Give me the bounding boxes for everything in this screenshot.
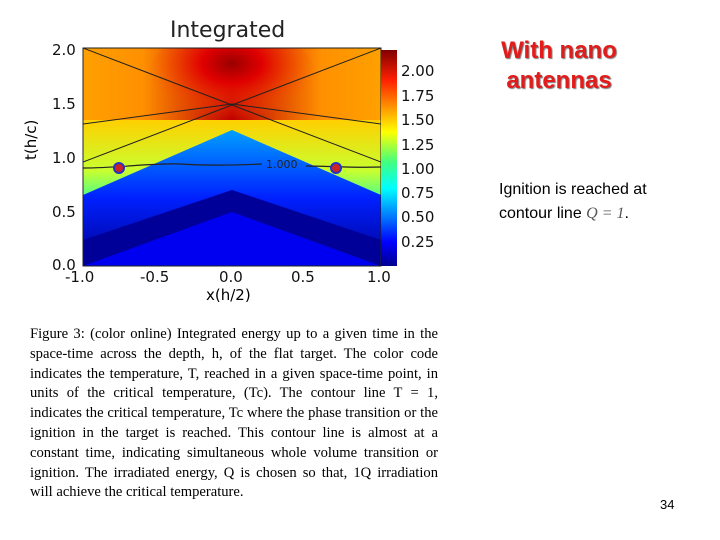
heatmap-figure: 1.000 bbox=[82, 47, 397, 267]
heading-line-2: antennas bbox=[506, 67, 612, 94]
colorbar-tick: 1.00 bbox=[401, 160, 435, 178]
colorbar-tick: 0.25 bbox=[401, 233, 435, 251]
colorbar-tick: 2.00 bbox=[401, 62, 435, 80]
x-axis-label: x(h/2) bbox=[206, 286, 251, 304]
y-tick: 0.5 bbox=[52, 203, 76, 221]
caption-text: (color online) Integrated energy up to a… bbox=[30, 326, 438, 501]
y-axis-label: t(h/c) bbox=[22, 119, 40, 160]
colorbar bbox=[381, 50, 397, 266]
marker-right bbox=[330, 162, 342, 174]
y-tick: 0.0 bbox=[52, 256, 76, 274]
note-suffix: . bbox=[624, 205, 629, 222]
heatmap bbox=[83, 48, 381, 266]
colorbar-tick: 1.75 bbox=[401, 87, 435, 105]
figure-caption: Figure 3: (color online) Integrated ener… bbox=[30, 325, 438, 503]
colorbar-tick: 0.50 bbox=[401, 208, 435, 226]
heading-line-1: With nano bbox=[501, 37, 617, 64]
x-tick: 0.5 bbox=[291, 268, 315, 286]
colorbar-tick: 1.25 bbox=[401, 136, 435, 154]
colorbar-tick: 0.75 bbox=[401, 184, 435, 202]
slide-heading: With nano antennas bbox=[468, 36, 650, 96]
contour-label: 1.000 bbox=[266, 158, 298, 171]
caption-label: Figure 3: bbox=[30, 326, 85, 342]
x-tick: -0.5 bbox=[140, 268, 170, 286]
x-tick: -1.0 bbox=[65, 268, 95, 286]
y-tick: 1.5 bbox=[52, 95, 76, 113]
note-math: Q = 1 bbox=[586, 205, 625, 222]
y-tick: 1.0 bbox=[52, 149, 76, 167]
y-tick: 2.0 bbox=[52, 41, 76, 59]
x-tick: 0.0 bbox=[219, 268, 243, 286]
x-tick: 1.0 bbox=[367, 268, 391, 286]
ignition-note: Ignition is reached at contour line Q = … bbox=[499, 178, 689, 226]
colorbar-tick: 1.50 bbox=[401, 111, 435, 129]
marker-left bbox=[113, 162, 125, 174]
note-text: Ignition is reached at contour line bbox=[499, 181, 647, 222]
plot-title: Integrated bbox=[170, 18, 286, 43]
slide-number: 34 bbox=[660, 497, 675, 512]
